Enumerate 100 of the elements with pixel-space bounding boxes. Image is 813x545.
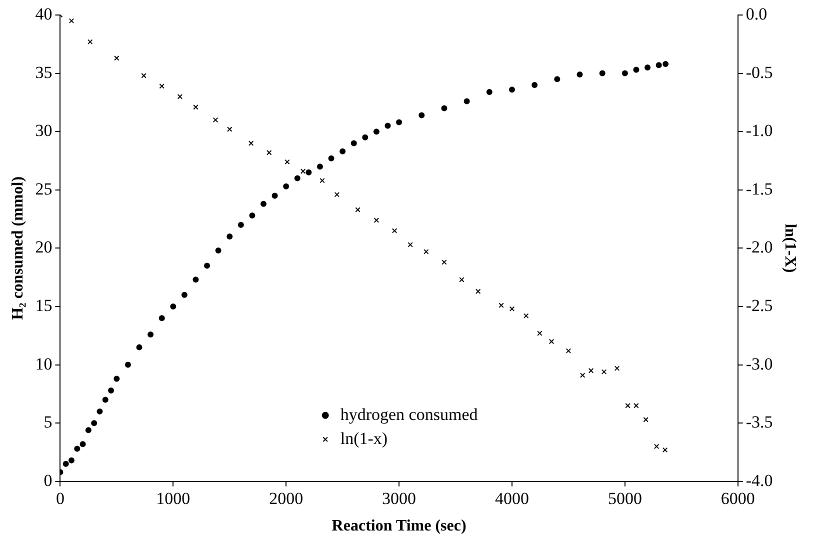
point (459, 277, 464, 282)
point (181, 292, 188, 298)
point (238, 222, 244, 228)
point (566, 348, 572, 354)
point (124, 362, 131, 368)
point (350, 140, 357, 146)
point (284, 159, 290, 165)
y2-tick-label: -4.0 (746, 470, 773, 490)
x-tick-label: 0 (56, 489, 64, 508)
point (215, 248, 222, 254)
point (656, 62, 662, 68)
point (226, 234, 233, 240)
legend-label: hydrogen consumed (340, 404, 478, 424)
point (654, 444, 660, 450)
y2-tick-label: -1.0 (746, 121, 773, 140)
x-tick-label: 6000 (720, 489, 755, 508)
point (396, 119, 402, 126)
point (192, 276, 199, 283)
point (418, 112, 425, 118)
point (300, 168, 306, 174)
y2-tick-label: 0.0 (746, 4, 768, 24)
point (148, 331, 154, 338)
point (662, 447, 668, 453)
point (141, 73, 146, 78)
point (633, 66, 640, 73)
point (136, 344, 142, 350)
y-tick-label: 30 (35, 121, 52, 140)
y2-tick-label: -2.0 (746, 238, 773, 257)
point (306, 169, 312, 176)
point (373, 128, 380, 135)
y2-tick-label: -1.5 (746, 179, 773, 198)
point (599, 70, 606, 76)
point (334, 192, 340, 198)
point (464, 98, 470, 104)
x-tick-label: 1000 (156, 489, 190, 508)
point (68, 18, 74, 24)
point (227, 126, 232, 132)
point (442, 260, 447, 265)
point (384, 122, 391, 129)
point (601, 369, 607, 374)
y2-tick-label: -3.0 (746, 354, 773, 374)
point (340, 148, 346, 154)
point (355, 207, 360, 212)
point (320, 178, 325, 184)
point (248, 140, 254, 146)
point (102, 396, 108, 403)
point (625, 402, 630, 408)
point (644, 64, 651, 70)
point (177, 94, 183, 100)
y-tick-label: 5 (44, 412, 52, 432)
point (622, 70, 628, 76)
point (260, 200, 267, 207)
point (328, 155, 334, 162)
y2-tick-label: -0.5 (746, 62, 773, 82)
x-tick-label: 4000 (494, 489, 529, 508)
point (486, 88, 492, 95)
point (509, 306, 515, 312)
point (294, 175, 300, 182)
y-tick-label: 10 (35, 354, 52, 374)
point (316, 164, 323, 170)
point (662, 60, 669, 67)
point (498, 302, 504, 308)
point (537, 330, 542, 336)
point (85, 427, 92, 434)
x-tick-label: 3000 (382, 489, 416, 508)
point (580, 372, 586, 378)
y2-tick-label: -3.5 (746, 412, 773, 432)
point (576, 71, 583, 78)
x-tick-label: 5000 (608, 489, 642, 508)
point (108, 387, 114, 394)
y-axis-title: H₂ consumed (mmol) (10, 176, 27, 320)
point (532, 82, 538, 88)
point (74, 446, 80, 452)
point (554, 76, 560, 82)
point (475, 288, 481, 294)
point (508, 86, 515, 93)
point (212, 117, 218, 123)
y2-tick-label: -2.5 (746, 296, 773, 315)
point (283, 183, 290, 190)
point (272, 192, 278, 199)
y-tick-label: 25 (35, 179, 52, 198)
point (88, 39, 93, 44)
y2-axis-title: ln(1-X) (781, 224, 798, 273)
x-tick-label: 2000 (269, 489, 304, 508)
point (408, 242, 413, 248)
y-tick-label: 35 (35, 62, 52, 82)
point (523, 313, 529, 318)
y-tick-label: 20 (35, 238, 52, 257)
x-axis-title: Reaction Time (sec) (332, 518, 466, 535)
point (96, 408, 103, 414)
point (424, 249, 429, 254)
y-tick-label: 0 (44, 470, 52, 490)
point (441, 105, 448, 112)
point (68, 457, 74, 464)
point (114, 376, 120, 382)
point (114, 56, 120, 61)
point (62, 460, 69, 467)
point (643, 416, 648, 422)
point (588, 368, 594, 374)
legend-label: ln(1-x) (340, 428, 388, 448)
